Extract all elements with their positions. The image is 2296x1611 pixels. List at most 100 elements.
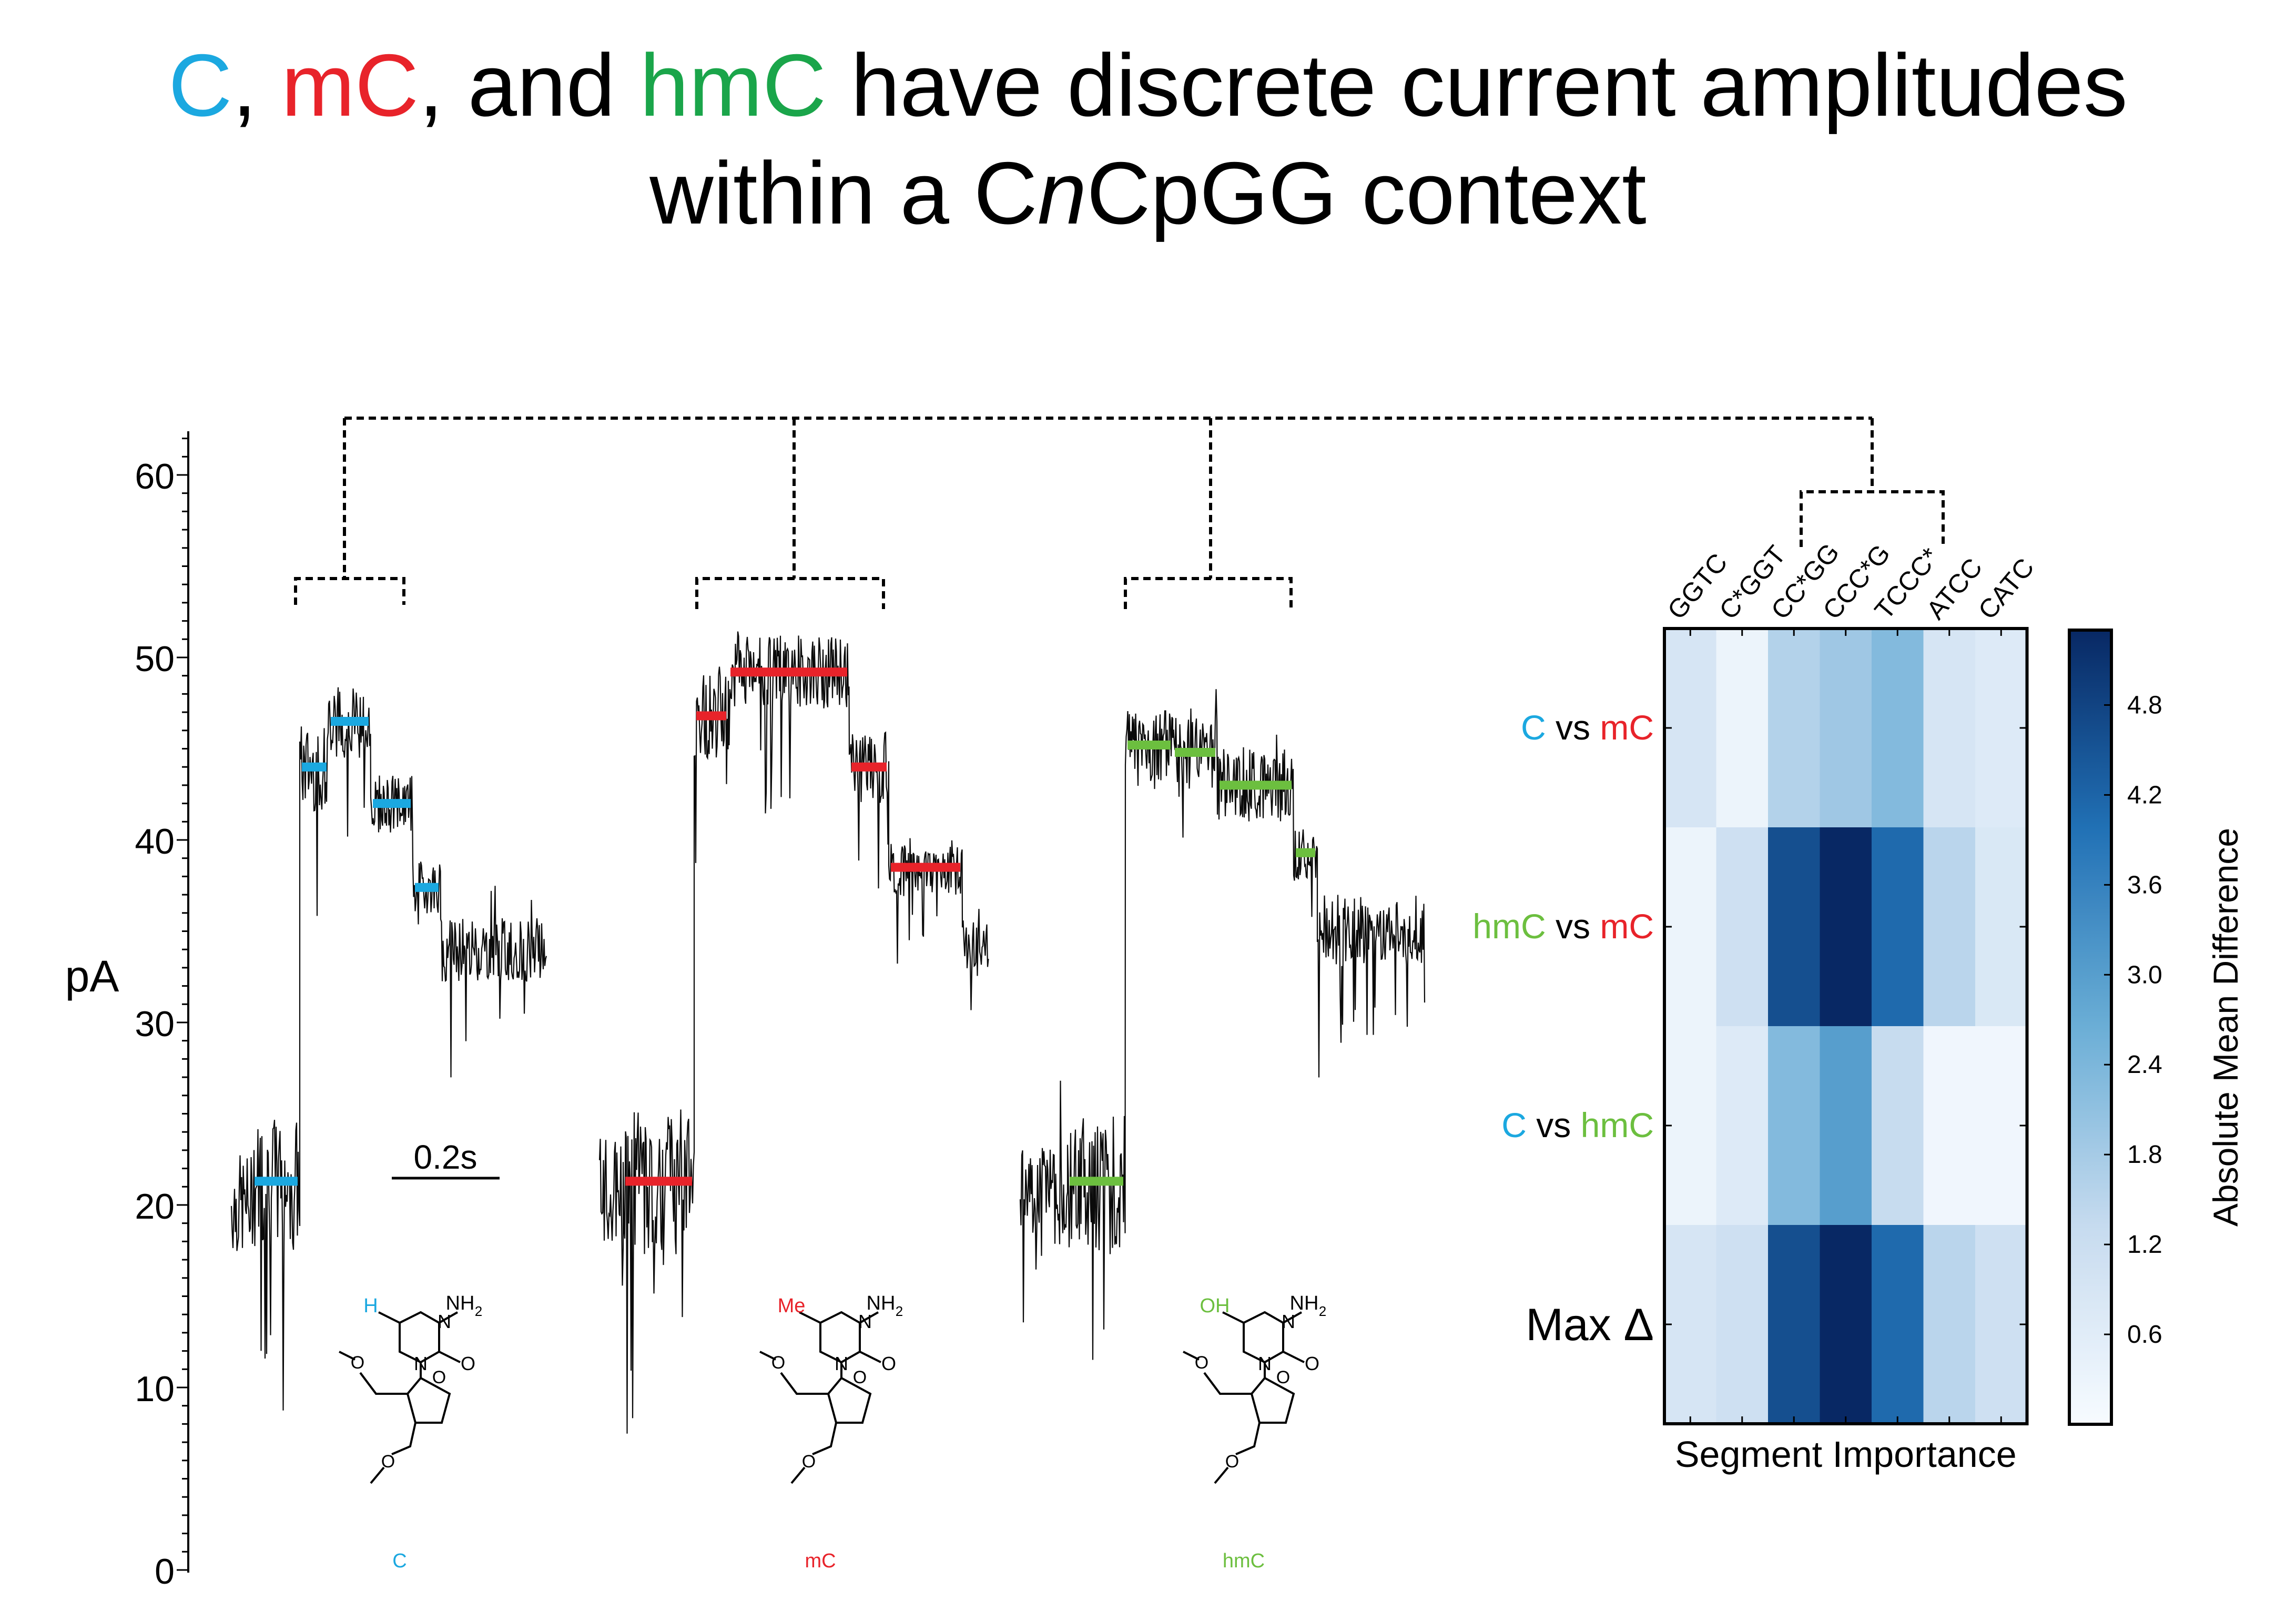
- title-part-hmc: hmC: [639, 36, 827, 135]
- heatmap-row-label-part: mC: [1600, 708, 1654, 747]
- carbonyl-o-label: O: [461, 1353, 475, 1374]
- title-line2-suffix: CpGG context: [1086, 144, 1647, 242]
- dendro-bracket-heatmap: [1800, 490, 1945, 547]
- backbone-top: [339, 1351, 355, 1361]
- title-part-and: , and: [419, 36, 640, 135]
- substituent-bond: [1222, 1311, 1244, 1324]
- heatmap-cell: [1923, 1026, 1976, 1225]
- ring-o-label: O: [1276, 1367, 1290, 1387]
- substituent-label: Me: [778, 1295, 806, 1317]
- heatmap-cell: [1768, 1225, 1820, 1424]
- o3-label: O: [381, 1452, 395, 1472]
- heatmap-cell: [1664, 1026, 1716, 1225]
- heatmap-x-axis-label: Segment Importance: [1675, 1434, 2017, 1475]
- heatmap-row-label: C vs hmC: [1501, 1106, 1654, 1144]
- o5-label: O: [351, 1353, 364, 1373]
- colorbar-bar: [2068, 629, 2113, 1426]
- heatmap-cell: [1716, 827, 1769, 1027]
- heatmap-row-label-part: hmC: [1472, 907, 1546, 946]
- trace-signal-C: [230, 687, 547, 1411]
- y-tick-label: 30: [135, 1004, 175, 1044]
- ring-n1-label: N: [1258, 1353, 1272, 1374]
- colorbar: 0.6 1.2 1.8 2.4 3.0 3.6 4.2 4.8 Absolute Mean Di…: [2068, 629, 2245, 1426]
- colorbar-tick-label: 0.6: [2127, 1321, 2162, 1349]
- y-tick-label: 10: [135, 1369, 175, 1409]
- heatmap-cell: [1872, 827, 1924, 1027]
- current-traces: [230, 631, 1426, 1434]
- dendrogram: [294, 417, 1945, 609]
- structure-name-label: mC: [805, 1550, 836, 1572]
- scale-bar-label: 0.2s: [414, 1138, 478, 1176]
- ring-o-label: O: [853, 1367, 867, 1387]
- ch2-bond: [1203, 1372, 1252, 1395]
- carbonyl-o-label: O: [1305, 1353, 1319, 1374]
- o3-bond: [391, 1422, 416, 1455]
- heatmap-cell: [1923, 629, 1976, 828]
- o3-bond: [812, 1422, 837, 1455]
- amino-bond: [439, 1311, 458, 1324]
- time-scale-bar: 0.2s: [392, 1138, 500, 1180]
- heatmap-cell: [1768, 629, 1820, 828]
- backbone-top: [1183, 1351, 1200, 1361]
- heatmap-cell: [1975, 1026, 2027, 1225]
- amino-subscript: 2: [896, 1303, 903, 1319]
- y-axis-label: pA: [65, 951, 119, 1001]
- colorbar-tick-label: 4.8: [2127, 691, 2162, 719]
- backbone-bottom: [370, 1466, 385, 1484]
- heatmap-cell: [1975, 827, 2027, 1027]
- amino-label: NH: [446, 1292, 475, 1314]
- y-tick-label: 60: [135, 457, 175, 497]
- heatmap-cell: [1820, 827, 1872, 1027]
- substituent-bond: [799, 1311, 821, 1324]
- dendro-bracket-hmC: [1124, 577, 1293, 609]
- heatmap-row-label-part: vs: [1546, 907, 1600, 946]
- backbone-top: [759, 1351, 776, 1361]
- trace-signal-hmC: [1019, 689, 1426, 1360]
- heatmap-row-label-part: C: [1501, 1106, 1527, 1144]
- heatmap-cell: [1923, 827, 1976, 1027]
- title-line2-prefix: within a C: [649, 144, 1038, 242]
- ring-n1-label: N: [835, 1353, 848, 1374]
- heatmap-cell: [1872, 1026, 1924, 1225]
- pyrimidine-ring: [1243, 1311, 1284, 1378]
- pyrimidine-ring: [399, 1311, 440, 1378]
- heatmap-cell: [1716, 1225, 1769, 1424]
- title-line2-italic: n: [1037, 144, 1087, 242]
- heatmap-cell: [1975, 629, 2027, 828]
- colorbar-tick-label: 3.0: [2127, 961, 2162, 989]
- colorbar-tick-label: 3.6: [2127, 871, 2162, 899]
- title-line-2: within a CnCpGG context: [0, 139, 2296, 247]
- colorbar-tick-label: 1.8: [2127, 1141, 2162, 1169]
- carbonyl-bond: [439, 1351, 461, 1363]
- y-axis: 0 10 20 30 40 50 60: [135, 431, 189, 1592]
- sugar-ring: [1250, 1377, 1295, 1424]
- heatmap-cell: [1820, 629, 1872, 828]
- heatmap-cell: [1664, 827, 1716, 1027]
- heatmap-cell: [1923, 1225, 1976, 1424]
- colorbar-tick-label: 1.2: [2127, 1231, 2162, 1259]
- backbone-bottom: [790, 1466, 806, 1484]
- ring-n1-label: N: [414, 1353, 428, 1374]
- heatmap-row-label-part: Max Δ: [1526, 1300, 1654, 1350]
- ring-o-label: O: [432, 1367, 446, 1387]
- substituent-label: OH: [1200, 1295, 1230, 1317]
- heatmap-cell: [1664, 629, 1716, 828]
- heatmap-row-label: hmC vs mC: [1472, 907, 1654, 946]
- heatmap-cell: [1820, 1225, 1872, 1424]
- backbone-bottom: [1214, 1466, 1229, 1484]
- trace-mC: [598, 631, 989, 1434]
- heatmap-row-label-part: hmC: [1581, 1106, 1654, 1144]
- heatmap-cell: [1872, 1225, 1924, 1424]
- sugar-ring: [406, 1377, 451, 1424]
- substituent-label: H: [363, 1295, 378, 1317]
- o3-label: O: [1225, 1452, 1239, 1472]
- ch2-bond: [359, 1372, 408, 1395]
- y-tick-label: 40: [135, 822, 175, 862]
- heatmap-column-label: CATC: [1973, 553, 2040, 625]
- amino-subscript: 2: [1319, 1303, 1326, 1319]
- structure-name-label: hmC: [1223, 1550, 1265, 1572]
